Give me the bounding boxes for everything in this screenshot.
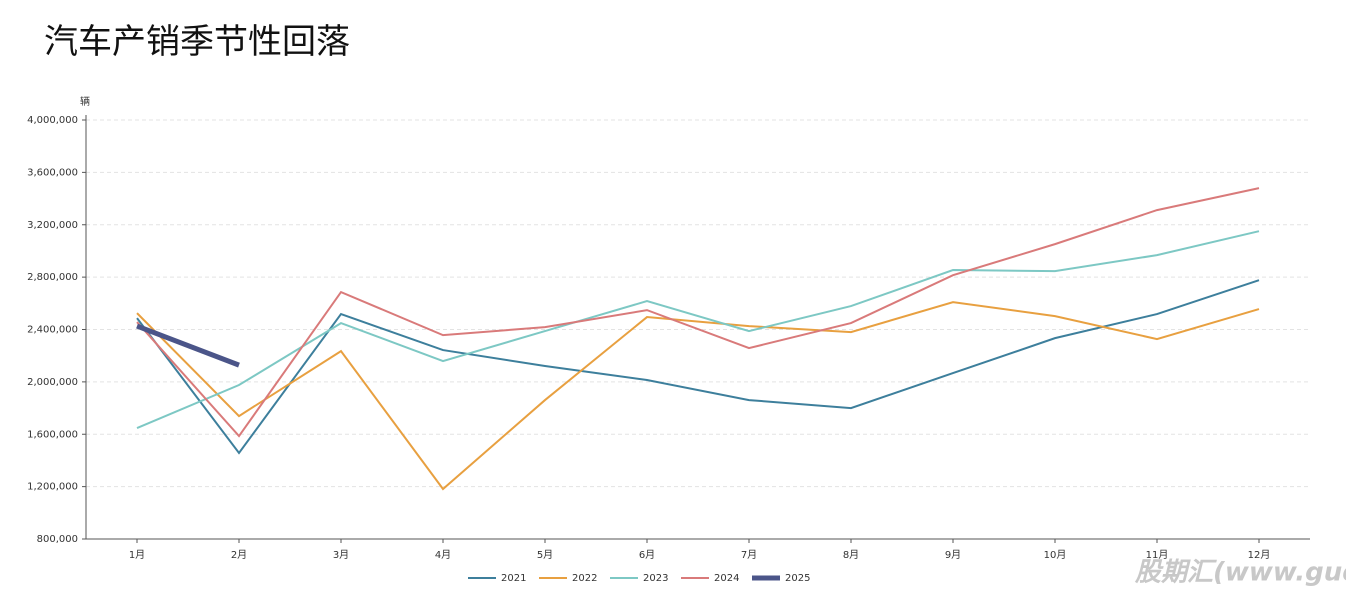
series-line xyxy=(136,187,1260,438)
y-tick-label: 2,400,000 xyxy=(27,325,78,336)
x-tick-label: 11月 xyxy=(1146,549,1169,561)
y-tick-label: 2,000,000 xyxy=(27,377,78,388)
y-tick-label: 3,200,000 xyxy=(27,220,78,231)
series-line xyxy=(136,323,240,368)
series-line xyxy=(136,230,1260,430)
x-tick-label: 6月 xyxy=(639,549,655,561)
y-tick-label: 800,000 xyxy=(37,534,78,545)
legend-label: 2024 xyxy=(714,573,739,584)
x-tick-label: 9月 xyxy=(945,549,961,561)
x-tick-label: 3月 xyxy=(333,549,349,561)
x-tick-label: 1月 xyxy=(129,549,145,561)
legend-label: 2025 xyxy=(785,573,810,584)
legend-label: 2021 xyxy=(501,573,526,584)
x-tick-label: 7月 xyxy=(741,549,757,561)
legend-label: 2022 xyxy=(572,573,597,584)
y-tick-label: 1,200,000 xyxy=(27,482,78,493)
x-tick-label: 4月 xyxy=(435,549,451,561)
x-tick-label: 2月 xyxy=(231,549,247,561)
x-tick-label: 12月 xyxy=(1248,549,1271,561)
y-tick-label: 1,600,000 xyxy=(27,429,78,440)
y-axis-label: 辆 xyxy=(80,95,90,108)
legend-label: 2023 xyxy=(643,573,668,584)
x-tick-label: 5月 xyxy=(537,549,553,561)
x-tick-label: 8月 xyxy=(843,549,859,561)
series-line xyxy=(136,279,1260,455)
chart-title: 汽车产销季节性回落 xyxy=(44,22,350,62)
x-tick-label: 10月 xyxy=(1044,549,1067,561)
y-tick-label: 2,800,000 xyxy=(27,272,78,283)
watermark: 股期汇(www.guqihui.cn) xyxy=(1134,558,1346,588)
y-tick-label: 4,000,000 xyxy=(27,115,78,126)
y-tick-label: 3,600,000 xyxy=(27,167,78,178)
series-line xyxy=(136,301,1260,491)
